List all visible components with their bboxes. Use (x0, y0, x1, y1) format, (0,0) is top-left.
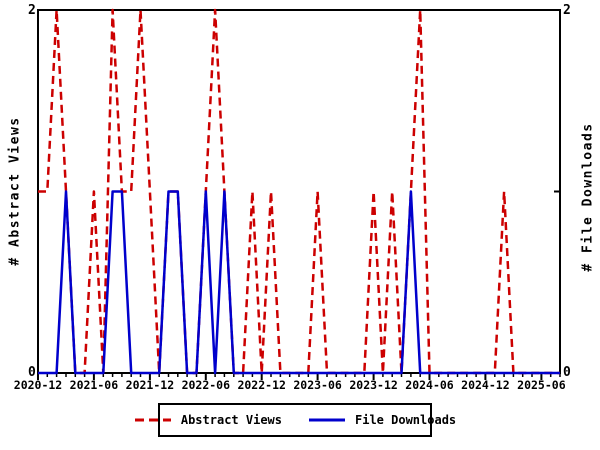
x-tick-label: 2021-12 (125, 378, 175, 392)
x-tick-label: 2020-12 (13, 378, 63, 392)
legend-box: Abstract Views File Downloads (134, 403, 456, 437)
legend-label-abstract-views: Abstract Views (180, 413, 282, 427)
y-left-bottom-tick-label: 0 (28, 365, 36, 380)
y-axis-label-left: # Abstract Views (7, 116, 23, 266)
x-tick-label: 2021-06 (69, 378, 119, 392)
x-tick-label: 2022-12 (237, 378, 286, 392)
legend-item-abstract-views: Abstract Views (134, 413, 282, 427)
abstract-views-line-sample (134, 418, 171, 422)
x-tick-label: 2023-12 (349, 378, 398, 392)
y-right-top-tick-label: 2 (563, 3, 571, 18)
series-line-file-downloads (38, 190, 560, 375)
x-tick-label: 2022-06 (181, 378, 231, 392)
y-axis-label-right: # File Downloads (580, 122, 596, 272)
x-tick-label: 2023-06 (293, 378, 342, 392)
legend-item-file-downloads: File Downloads (308, 413, 456, 427)
file-downloads-line-sample (309, 418, 345, 422)
x-tick-label: 2025-06 (517, 378, 566, 392)
x-tick-label: 2024-06 (405, 378, 454, 392)
y-left-top-tick-label: 2 (28, 3, 36, 18)
x-tick-label: 2024-12 (461, 378, 510, 392)
y-right-bottom-tick-label: 0 (563, 365, 571, 380)
legend-label-file-downloads: File Downloads (355, 413, 457, 427)
